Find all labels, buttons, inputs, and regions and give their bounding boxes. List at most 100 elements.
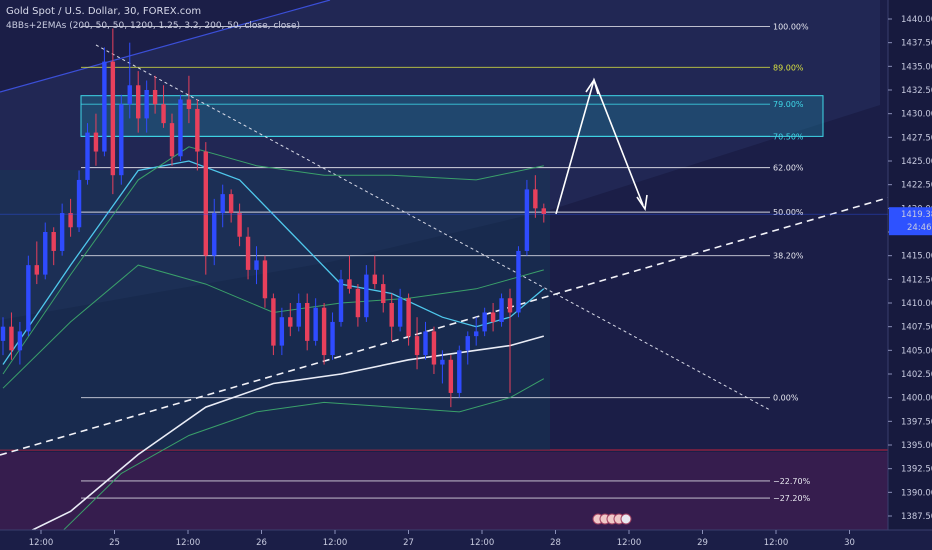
candle xyxy=(228,189,234,223)
candle xyxy=(51,227,56,266)
fib-level-label: 38.20% xyxy=(773,252,804,261)
candle-body xyxy=(220,194,225,214)
candle-body xyxy=(237,213,242,237)
fib-level-label: −27.20% xyxy=(773,494,811,503)
candle-body xyxy=(406,298,411,337)
candle xyxy=(440,350,445,384)
x-axis-panel xyxy=(0,530,932,550)
candle-body xyxy=(499,298,504,322)
candle-body xyxy=(186,99,192,109)
x-tick-label: 26 xyxy=(256,538,267,548)
fib-level-label: 89.00% xyxy=(773,63,804,72)
moving-average-3 xyxy=(2,146,544,375)
candle xyxy=(431,326,437,374)
candle xyxy=(34,241,39,285)
candle xyxy=(524,179,530,256)
candle xyxy=(127,42,132,119)
candle-body xyxy=(119,104,124,176)
x-tick-label: 12:00 xyxy=(176,538,201,548)
candle xyxy=(152,75,158,114)
y-tick-label: 1415.00 xyxy=(901,252,932,262)
countdown-label: 24:46 xyxy=(907,223,932,233)
candle xyxy=(169,113,175,166)
candle xyxy=(17,321,23,365)
candle xyxy=(271,293,276,356)
candle xyxy=(119,94,124,185)
candle xyxy=(237,203,242,247)
fib-level-label: 79.00% xyxy=(773,100,804,109)
candle-body xyxy=(431,331,437,365)
candle xyxy=(347,255,352,294)
candle xyxy=(355,284,361,327)
moving-average-2 xyxy=(53,378,545,541)
moving-average-0 xyxy=(2,335,545,546)
fib-level-label: −22.70% xyxy=(773,477,811,486)
candle-body xyxy=(330,321,335,356)
x-tick-label: 29 xyxy=(697,538,708,548)
fib-level-label: 50.00% xyxy=(773,208,804,217)
candle-body xyxy=(448,359,454,393)
candle xyxy=(330,312,335,360)
falling-trendline xyxy=(95,44,771,411)
candle xyxy=(321,303,327,365)
candle-body xyxy=(288,317,293,327)
x-tick-label: 25 xyxy=(109,538,120,548)
candle-body xyxy=(482,312,487,332)
fib-level-label: 0.00% xyxy=(773,394,799,403)
event-marker-icon[interactable] xyxy=(620,513,632,525)
x-tick-label: 30 xyxy=(844,538,855,548)
y-tick-label: 1407.50 xyxy=(901,323,932,333)
candle-body xyxy=(43,232,48,275)
candle-body xyxy=(203,151,208,256)
candle xyxy=(262,255,268,308)
candle xyxy=(161,85,166,128)
y-tick-label: 1395.00 xyxy=(901,441,932,451)
candle-body xyxy=(516,250,521,313)
candle-body xyxy=(541,208,546,215)
candle-body xyxy=(254,260,259,270)
rising-trendline xyxy=(0,184,932,456)
y-tick-label: 1430.00 xyxy=(901,110,932,120)
candle-body xyxy=(355,288,361,318)
candle-body xyxy=(93,132,99,152)
candle xyxy=(490,303,496,332)
fib-level-label: 70.50% xyxy=(773,132,804,141)
candle-body xyxy=(212,213,217,256)
y-tick-label: 1410.00 xyxy=(901,299,932,309)
candle-body xyxy=(152,90,158,105)
candle-body xyxy=(279,317,285,346)
candle-body xyxy=(524,189,530,251)
candle-body xyxy=(389,303,394,327)
candle-body xyxy=(68,213,73,228)
candle xyxy=(338,269,344,327)
candle xyxy=(533,175,538,218)
candle-body xyxy=(144,90,149,119)
candle xyxy=(26,255,31,337)
x-tick-label: 28 xyxy=(550,538,561,548)
candle-body xyxy=(364,274,369,318)
x-tick-label: 12:00 xyxy=(323,538,348,548)
y-tick-label: 1387.50 xyxy=(901,512,932,522)
y-tick-label: 1390.00 xyxy=(901,488,932,498)
y-axis-panel xyxy=(888,0,932,550)
candle xyxy=(448,355,454,408)
candle xyxy=(9,312,14,360)
y-tick-label: 1427.50 xyxy=(901,133,932,143)
candle xyxy=(313,298,318,346)
fib-level-label: 100.00% xyxy=(773,23,809,32)
candle xyxy=(296,293,301,332)
candle xyxy=(389,293,394,341)
y-tick-label: 1437.50 xyxy=(901,39,932,49)
candle-body xyxy=(26,265,31,332)
candle xyxy=(178,94,183,161)
candle xyxy=(203,142,208,275)
candle xyxy=(423,321,428,360)
candle-body xyxy=(414,336,420,356)
candle-body xyxy=(85,132,90,180)
x-tick-label: 12:00 xyxy=(764,538,789,548)
candle xyxy=(102,47,107,157)
candle-body xyxy=(110,61,116,176)
candle xyxy=(245,227,251,280)
candle xyxy=(76,170,82,232)
